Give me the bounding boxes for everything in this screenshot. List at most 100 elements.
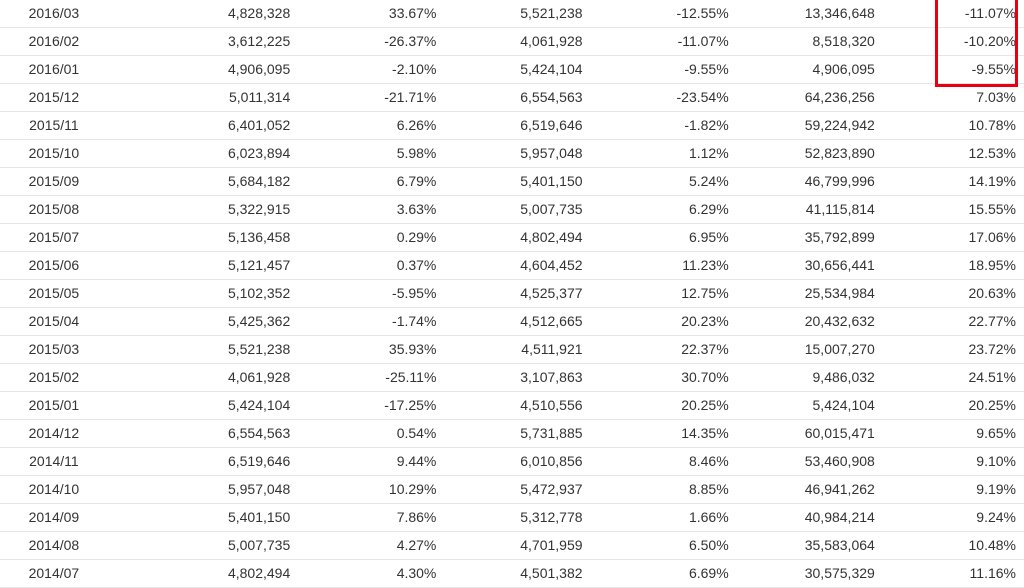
compare-change-cell: -11.07% (582, 27, 729, 57)
compare-change-cell: 8.46% (582, 447, 729, 477)
compare-value-cell: 4,501,382 (436, 559, 583, 588)
cumulative-change-cell: 9.24% (874, 503, 1024, 533)
compare-value-cell: 4,604,452 (436, 251, 583, 281)
period-cell: 2015/08 (0, 195, 108, 225)
cumulative-cell: 15,007,270 (728, 335, 875, 365)
change-cell: -26.37% (290, 27, 437, 57)
value-cell: 5,425,362 (107, 307, 291, 337)
cumulative-cell: 5,424,104 (728, 391, 875, 421)
table-row: 2015/07 5,136,458 0.29% 4,802,494 6.95% 35,79… (0, 223, 1024, 253)
compare-value-cell: 5,401,150 (436, 167, 583, 197)
table-row: 2015/01 5,424,104 -17.25% 4,510,556 20.25% 5,… (0, 391, 1024, 421)
value-cell: 6,023,894 (107, 139, 291, 169)
period-cell: 2014/12 (0, 419, 108, 449)
value-cell: 4,906,095 (107, 55, 291, 85)
compare-change-cell: -1.82% (582, 111, 729, 141)
value-cell: 5,121,457 (107, 251, 291, 281)
change-cell: 6.26% (290, 111, 437, 141)
cumulative-cell: 41,115,814 (728, 195, 875, 225)
compare-value-cell: 6,519,646 (436, 111, 583, 141)
compare-change-cell: 6.29% (582, 195, 729, 225)
value-cell: 5,521,238 (107, 335, 291, 365)
cumulative-cell: 13,346,648 (728, 0, 875, 29)
compare-change-cell: 5.24% (582, 167, 729, 197)
compare-value-cell: 6,010,856 (436, 447, 583, 477)
period-cell: 2015/10 (0, 139, 108, 169)
table-row: 2015/10 6,023,894 5.98% 5,957,048 1.12% 52,82… (0, 139, 1024, 169)
cumulative-change-cell: 9.65% (874, 419, 1024, 449)
compare-change-cell: 11.23% (582, 251, 729, 281)
compare-change-cell: 20.25% (582, 391, 729, 421)
period-cell: 2015/02 (0, 363, 108, 393)
compare-value-cell: 5,312,778 (436, 503, 583, 533)
period-cell: 2015/03 (0, 335, 108, 365)
table-row: 2015/05 5,102,352 -5.95% 4,525,377 12.75% 25,… (0, 279, 1024, 309)
period-cell: 2015/01 (0, 391, 108, 421)
period-cell: 2014/08 (0, 531, 108, 561)
table-row: 2014/08 5,007,735 4.27% 4,701,959 6.50% 35,58… (0, 531, 1024, 561)
change-cell: -21.71% (290, 83, 437, 113)
cumulative-change-cell: 11.16% (874, 559, 1024, 588)
change-cell: -1.74% (290, 307, 437, 337)
compare-change-cell: 14.35% (582, 419, 729, 449)
compare-change-cell: 1.66% (582, 503, 729, 533)
change-cell: 7.86% (290, 503, 437, 533)
compare-change-cell: -12.55% (582, 0, 729, 29)
change-cell: 6.79% (290, 167, 437, 197)
value-cell: 5,424,104 (107, 391, 291, 421)
cumulative-cell: 30,575,329 (728, 559, 875, 588)
cumulative-change-cell: 20.25% (874, 391, 1024, 421)
compare-value-cell: 5,521,238 (436, 0, 583, 29)
cumulative-cell: 59,224,942 (728, 111, 875, 141)
cumulative-change-cell: 9.19% (874, 475, 1024, 505)
table-row: 2015/11 6,401,052 6.26% 6,519,646 -1.82% 59,2… (0, 111, 1024, 141)
cumulative-change-cell: 14.19% (874, 167, 1024, 197)
change-cell: 0.37% (290, 251, 437, 281)
cumulative-change-cell: 9.10% (874, 447, 1024, 477)
change-cell: -2.10% (290, 55, 437, 85)
value-cell: 5,102,352 (107, 279, 291, 309)
cumulative-change-cell: 20.63% (874, 279, 1024, 309)
period-cell: 2015/04 (0, 307, 108, 337)
cumulative-cell: 30,656,441 (728, 251, 875, 281)
compare-value-cell: 5,424,104 (436, 55, 583, 85)
value-cell: 4,061,928 (107, 363, 291, 393)
compare-change-cell: 30.70% (582, 363, 729, 393)
compare-value-cell: 5,731,885 (436, 419, 583, 449)
cumulative-cell: 64,236,256 (728, 83, 875, 113)
compare-value-cell: 4,061,928 (436, 27, 583, 57)
cumulative-change-cell: -9.55% (874, 55, 1024, 85)
change-cell: -25.11% (290, 363, 437, 393)
period-cell: 2014/10 (0, 475, 108, 505)
change-cell: -5.95% (290, 279, 437, 309)
cumulative-change-cell: 17.06% (874, 223, 1024, 253)
value-cell: 5,322,915 (107, 195, 291, 225)
cumulative-cell: 4,906,095 (728, 55, 875, 85)
cumulative-cell: 46,799,996 (728, 167, 875, 197)
table-row: 2014/10 5,957,048 10.29% 5,472,937 8.85% 46,9… (0, 475, 1024, 505)
table-row: 2016/03 4,828,328 33.67% 5,521,238 -12.55% 13… (0, 0, 1024, 29)
period-cell: 2014/07 (0, 559, 108, 588)
table-row: 2015/09 5,684,182 6.79% 5,401,150 5.24% 46,79… (0, 167, 1024, 197)
value-cell: 5,401,150 (107, 503, 291, 533)
period-cell: 2015/09 (0, 167, 108, 197)
change-cell: 0.29% (290, 223, 437, 253)
cumulative-cell: 8,518,320 (728, 27, 875, 57)
cumulative-change-cell: -10.20% (874, 27, 1024, 57)
compare-change-cell: 8.85% (582, 475, 729, 505)
compare-value-cell: 4,525,377 (436, 279, 583, 309)
period-cell: 2016/01 (0, 55, 108, 85)
value-cell: 5,684,182 (107, 167, 291, 197)
compare-change-cell: 6.50% (582, 531, 729, 561)
compare-change-cell: 6.95% (582, 223, 729, 253)
value-cell: 5,011,314 (107, 83, 291, 113)
compare-value-cell: 5,957,048 (436, 139, 583, 169)
compare-value-cell: 5,472,937 (436, 475, 583, 505)
period-cell: 2016/03 (0, 0, 108, 29)
value-cell: 4,828,328 (107, 0, 291, 29)
cumulative-change-cell: 22.77% (874, 307, 1024, 337)
value-cell: 4,802,494 (107, 559, 291, 588)
compare-value-cell: 4,511,921 (436, 335, 583, 365)
table-row: 2015/06 5,121,457 0.37% 4,604,452 11.23% 30,6… (0, 251, 1024, 281)
period-cell: 2015/12 (0, 83, 108, 113)
